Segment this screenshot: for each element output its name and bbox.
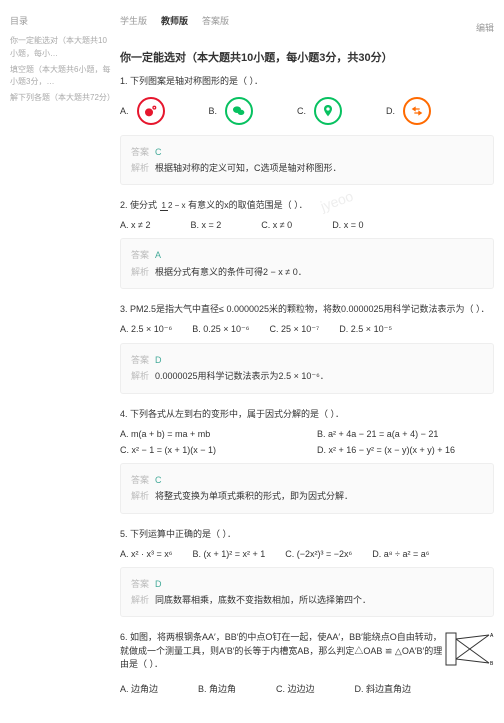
q3-explain: 0.0000025用科学记数法表示为2.5 × 10⁻⁶． (155, 371, 329, 381)
q4-opt-d[interactable]: D. x² + 16 − y² = (x − y)(x + y) + 16 (317, 445, 494, 455)
q2-opt-a[interactable]: A. x ≠ 2 (120, 220, 150, 230)
q1-opt-d-label[interactable]: D. (386, 106, 395, 116)
q3-opt-a[interactable]: A. 2.5 × 10⁻⁶ (120, 324, 172, 335)
q5-opt-c[interactable]: C. (−2x²)³ = −2x⁶ (285, 549, 352, 559)
transfer-icon (403, 97, 431, 125)
toc-item[interactable]: 填空题（本大题共6小题，每小题3分，… (10, 64, 112, 90)
q1-opt-a-label[interactable]: A. (120, 106, 129, 116)
tab-teacher[interactable]: 教师版 (161, 14, 188, 27)
q2-answer-box: 答案A 解析根据分式有意义的条件可得2 − x ≠ 0． (120, 238, 494, 288)
q4-opt-b[interactable]: B. a² + 4a − 21 = a(a + 4) − 21 (317, 429, 494, 439)
location-icon (314, 97, 342, 125)
q3-opt-b[interactable]: B. 0.25 × 10⁻⁶ (192, 324, 249, 335)
sidebar-toc: 目录 你一定能选对（本大题共10小题，每小… 填空题（本大题共6小题，每小题3分… (10, 14, 120, 709)
q3-stem: 3. PM2.5是指大气中直径≤ 0.0000025米的颗粒物，将数0.0000… (120, 303, 494, 317)
wechat-icon (225, 97, 253, 125)
q2-opt-c[interactable]: C. x ≠ 0 (261, 220, 292, 230)
weibo-icon (137, 97, 165, 125)
q5-answer-box: 答案D 解析同底数幂相乘，底数不变指数相加，所以选择第四个． (120, 567, 494, 617)
q2-stem: 2. 使分式 12 − x 有意义的x的取值范围是（ ）． (120, 199, 494, 213)
q6-opt-b[interactable]: B. 角边角 (198, 682, 236, 695)
question-2: jyeoo 2. 使分式 12 − x 有意义的x的取值范围是（ ）． A. x… (120, 199, 494, 289)
svg-text:A: A (490, 633, 494, 639)
toc-heading: 目录 (10, 14, 112, 27)
q5-opt-d[interactable]: D. a⁸ ÷ a² = a⁶ (372, 549, 429, 559)
q4-explain: 将整式变换为单项式乘积的形式，即为因式分解． (155, 491, 353, 501)
q4-opt-c[interactable]: C. x² − 1 = (x + 1)(x − 1) (120, 445, 297, 455)
tab-answer[interactable]: 答案版 (202, 14, 229, 27)
q3-answer: D (155, 355, 162, 365)
svg-text:B: B (490, 661, 494, 667)
answer-label: 答案 (131, 147, 149, 157)
q5-stem: 5. 下列运算中正确的是（ ）． (120, 528, 494, 542)
q5-explain: 同底数幂相乘，底数不变指数相加，所以选择第四个． (155, 595, 371, 605)
q3-opt-c[interactable]: C. 25 × 10⁻⁷ (270, 324, 320, 335)
edit-button[interactable]: 编辑 (476, 21, 494, 34)
q2-opt-b[interactable]: B. x = 2 (190, 220, 221, 230)
q5-answer: D (155, 579, 162, 589)
q1-explain: 根据轴对称的定义可知，C选项是轴对称图形． (155, 163, 342, 173)
explain-label: 解析 (131, 163, 149, 173)
tab-student[interactable]: 学生版 (120, 14, 147, 27)
question-3: 3. PM2.5是指大气中直径≤ 0.0000025米的颗粒物，将数0.0000… (120, 303, 494, 394)
q1-stem: 1. 下列图案是轴对称图形的是（ ）． (120, 75, 494, 89)
question-5: 5. 下列运算中正确的是（ ）． A. x² · x³ = x⁶ B. (x +… (120, 528, 494, 618)
version-tabs: 学生版 教师版 答案版 (120, 14, 229, 31)
q6-opt-c[interactable]: C. 边边边 (276, 682, 315, 695)
q1-answer: C (155, 147, 162, 157)
q5-opt-b[interactable]: B. (x + 1)² = x² + 1 (192, 549, 265, 559)
main-content: 学生版 教师版 答案版 编辑 你一定能选对（本大题共10小题，每小题3分，共30… (120, 14, 494, 709)
toc-item[interactable]: 你一定能选对（本大题共10小题，每小… (10, 35, 112, 61)
q6-opt-a[interactable]: A. 边角边 (120, 682, 158, 695)
q2-explain: 根据分式有意义的条件可得2 − x ≠ 0． (155, 267, 307, 277)
question-4: 4. 下列各式从左到右的变形中，属于因式分解的是（ ）． A. m(a + b)… (120, 408, 494, 514)
q3-opt-d[interactable]: D. 2.5 × 10⁻⁵ (339, 324, 392, 335)
q1-opt-c-label[interactable]: C. (297, 106, 306, 116)
q4-stem: 4. 下列各式从左到右的变形中，属于因式分解的是（ ）． (120, 408, 494, 422)
q1-opt-b-label[interactable]: B. (209, 106, 218, 116)
q4-opt-a[interactable]: A. m(a + b) = ma + mb (120, 429, 297, 439)
q4-answer: C (155, 475, 162, 485)
q5-opt-a[interactable]: A. x² · x³ = x⁶ (120, 549, 172, 559)
q2-opt-d[interactable]: D. x = 0 (332, 220, 363, 230)
toc-item[interactable]: 解下列各题（本大题共72分） (10, 92, 112, 105)
q2-answer: A (155, 250, 161, 260)
section-title: 你一定能选对（本大题共10小题，每小题3分，共30分） (120, 49, 494, 65)
q4-answer-box: 答案C 解析将整式变换为单项式乘积的形式，即为因式分解． (120, 463, 494, 513)
q6-diagram: A B (444, 631, 494, 667)
q6-stem: 6. 如图，将两根钢条AA′，BB′的中点O钉在一起，使AA′，BB′能绕点O自… (120, 631, 494, 672)
q6-opt-d[interactable]: D. 斜边直角边 (355, 682, 412, 695)
question-1: 1. 下列图案是轴对称图形的是（ ）． A. B. C. D. (120, 75, 494, 185)
fraction: 12 − x (160, 202, 186, 210)
q1-answer-box: 答案 C 解析根据轴对称的定义可知，C选项是轴对称图形． (120, 135, 494, 185)
question-6: A B 6. 如图，将两根钢条AA′，BB′的中点O钉在一起，使AA′，BB′能… (120, 631, 494, 695)
q3-answer-box: 答案D 解析0.0000025用科学记数法表示为2.5 × 10⁻⁶． (120, 343, 494, 393)
